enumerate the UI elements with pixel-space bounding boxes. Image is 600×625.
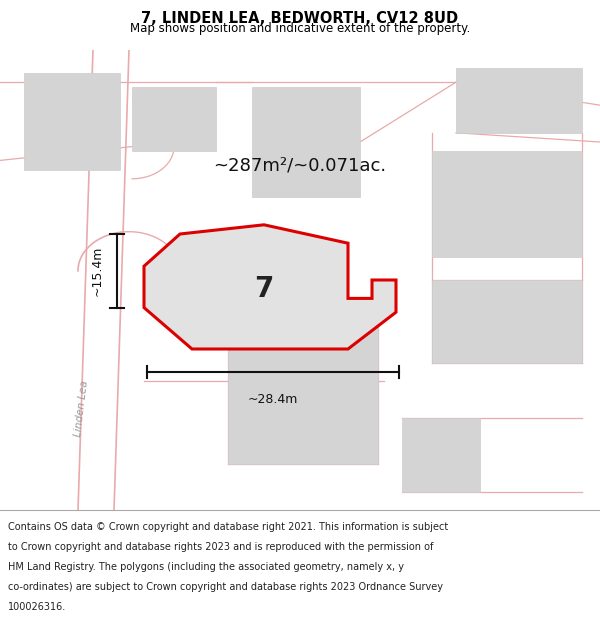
Polygon shape bbox=[432, 280, 582, 362]
Text: ~15.4m: ~15.4m bbox=[91, 246, 104, 296]
Text: Contains OS data © Crown copyright and database right 2021. This information is : Contains OS data © Crown copyright and d… bbox=[8, 521, 448, 531]
Polygon shape bbox=[24, 73, 120, 169]
Text: co-ordinates) are subject to Crown copyright and database rights 2023 Ordnance S: co-ordinates) are subject to Crown copyr… bbox=[8, 582, 443, 592]
Polygon shape bbox=[144, 225, 396, 349]
Text: ~287m²/~0.071ac.: ~287m²/~0.071ac. bbox=[214, 156, 386, 174]
Text: HM Land Registry. The polygons (including the associated geometry, namely x, y: HM Land Registry. The polygons (includin… bbox=[8, 562, 404, 572]
Polygon shape bbox=[456, 68, 582, 132]
Polygon shape bbox=[432, 151, 582, 257]
Text: 7, LINDEN LEA, BEDWORTH, CV12 8UD: 7, LINDEN LEA, BEDWORTH, CV12 8UD bbox=[142, 11, 458, 26]
Text: 100026316.: 100026316. bbox=[8, 602, 66, 612]
Polygon shape bbox=[228, 317, 378, 464]
Text: Linden Lea: Linden Lea bbox=[73, 380, 89, 438]
Text: Map shows position and indicative extent of the property.: Map shows position and indicative extent… bbox=[130, 22, 470, 35]
Polygon shape bbox=[132, 87, 216, 151]
Text: ~28.4m: ~28.4m bbox=[248, 392, 298, 406]
Text: to Crown copyright and database rights 2023 and is reproduced with the permissio: to Crown copyright and database rights 2… bbox=[8, 542, 433, 552]
Polygon shape bbox=[402, 418, 480, 492]
Text: 7: 7 bbox=[254, 275, 274, 303]
Polygon shape bbox=[252, 87, 360, 198]
